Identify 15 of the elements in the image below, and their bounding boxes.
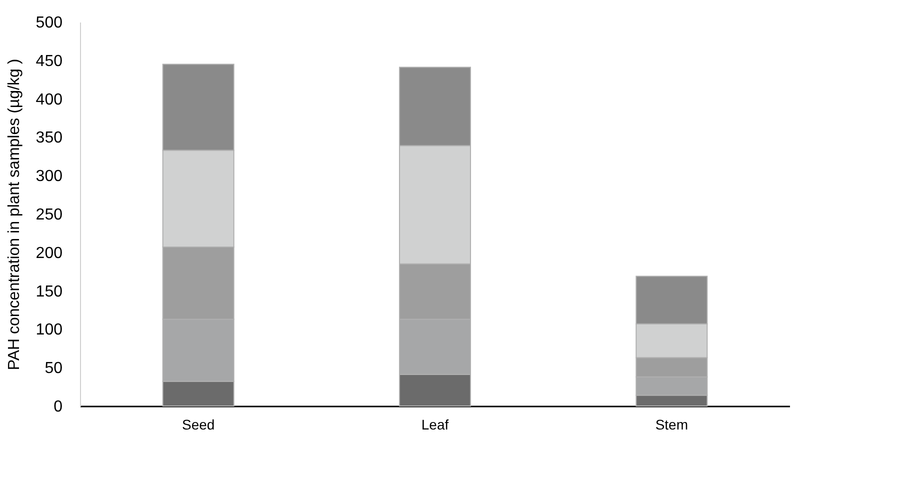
- x-tick-label: Stem: [655, 416, 688, 432]
- y-tick-label: 50: [44, 360, 63, 378]
- y-tick-label: 250: [36, 206, 63, 224]
- y-tick-label: 400: [36, 91, 63, 108]
- y-tick-label: 200: [36, 244, 63, 262]
- y-tick-label: 150: [36, 283, 63, 300]
- x-tick-label: Seed: [182, 416, 215, 432]
- y-tick-label: 300: [36, 168, 63, 186]
- y-tick-label: 350: [36, 130, 63, 147]
- y-tick-label: 450: [36, 52, 63, 70]
- y-tick-label: 500: [36, 14, 63, 32]
- y-axis-title: PAH concentration in plant samples (µg/kg ): [6, 58, 23, 370]
- y-tick-label: 100: [36, 322, 63, 339]
- x-tick-label: Leaf: [421, 416, 449, 432]
- y-tick-label: 0: [54, 398, 63, 416]
